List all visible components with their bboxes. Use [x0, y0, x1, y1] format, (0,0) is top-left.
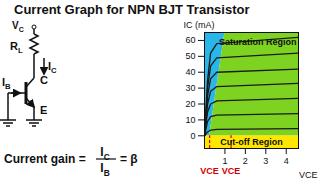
svg-text:Current gain =: Current gain = — [4, 152, 86, 166]
svg-text:4: 4 — [284, 156, 289, 166]
svg-text:50: 50 — [185, 51, 195, 61]
svg-text:VCE: VCE — [299, 170, 318, 180]
svg-text:IC: IC — [48, 60, 57, 75]
svg-text:VCE: VCE — [222, 166, 241, 176]
svg-text:30: 30 — [185, 83, 195, 93]
svg-text:Cut-off Region: Cut-off Region — [220, 137, 282, 147]
svg-text:3: 3 — [263, 156, 268, 166]
svg-text:40: 40 — [185, 67, 195, 77]
svg-text:VC: VC — [12, 20, 24, 33]
svg-text:IB: IB — [100, 161, 109, 178]
svg-text:IC (mA): IC (mA) — [184, 20, 215, 30]
svg-text:IB: IB — [2, 76, 11, 91]
svg-text:20: 20 — [185, 99, 195, 109]
svg-text:IC: IC — [100, 145, 110, 162]
svg-text:Saturation Region: Saturation Region — [219, 37, 297, 47]
svg-text:= β: = β — [120, 152, 138, 166]
svg-text:E: E — [40, 104, 47, 116]
svg-text:0: 0 — [190, 131, 195, 141]
svg-text:60: 60 — [185, 35, 195, 45]
svg-text:C: C — [40, 74, 48, 86]
svg-text:10: 10 — [185, 115, 195, 125]
svg-text:RL: RL — [10, 40, 23, 55]
html-text:Current Graph for NPN BJT Tran: Current Graph for NPN BJT Transistor — [14, 2, 250, 17]
svg-text:1: 1 — [222, 156, 227, 166]
svg-text:2: 2 — [243, 156, 248, 166]
svg-text:VCE: VCE — [200, 166, 219, 176]
